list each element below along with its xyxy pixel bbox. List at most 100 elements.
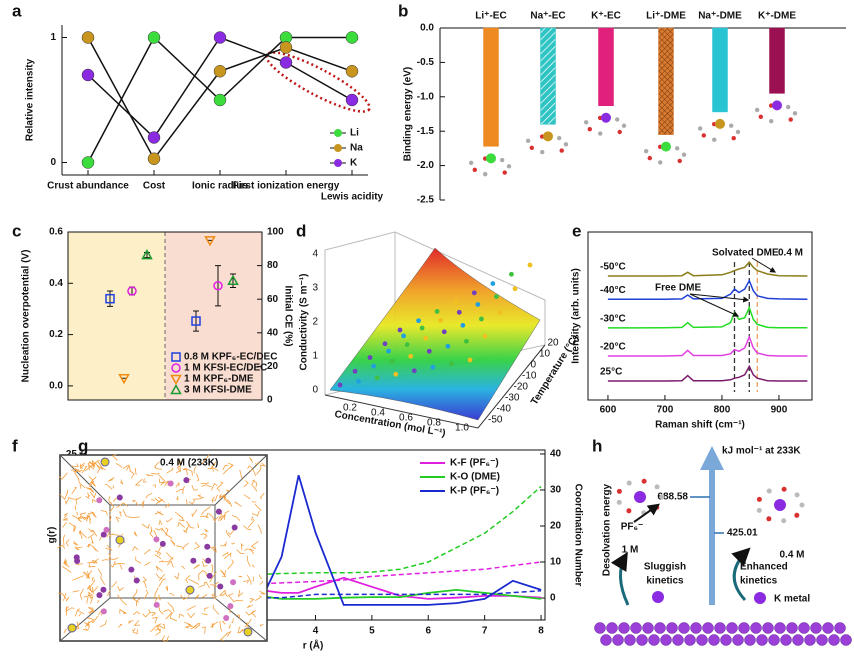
k-ion xyxy=(116,494,123,501)
atom xyxy=(674,146,680,151)
x-axis-label: r (Å) xyxy=(303,639,324,652)
bar xyxy=(769,27,785,94)
y2-axis-label: Coordination Number xyxy=(572,484,583,587)
atom xyxy=(756,496,762,502)
sample xyxy=(441,329,447,335)
metal-atom xyxy=(798,622,810,634)
atom xyxy=(626,480,632,486)
y2-tick-label: 80 xyxy=(267,260,279,271)
bar xyxy=(658,27,674,135)
x-tick-label: 8 xyxy=(538,626,544,637)
metal-atom xyxy=(606,622,618,634)
atom xyxy=(529,145,534,151)
k-ion xyxy=(230,579,237,586)
sample xyxy=(471,290,477,296)
k-ion xyxy=(183,477,190,484)
sample xyxy=(494,294,499,300)
x-tick-label: 7 xyxy=(482,626,488,637)
k-ion xyxy=(153,536,160,543)
metal-atom xyxy=(750,622,762,634)
y-tick-label: -30 xyxy=(505,393,520,404)
y-tick-label: 0.0 xyxy=(49,381,63,392)
k-ion xyxy=(100,531,107,538)
x-tick-label: 0.8 xyxy=(427,418,441,429)
atom xyxy=(794,512,800,518)
point xyxy=(204,236,216,247)
metal-atom xyxy=(702,622,714,634)
ion xyxy=(754,592,766,604)
atom xyxy=(701,133,706,138)
panel-label: b xyxy=(398,1,408,20)
y-tick-label: -2.5 xyxy=(417,195,435,206)
anion xyxy=(100,457,110,467)
sample xyxy=(456,309,462,315)
legend-marker xyxy=(334,129,342,137)
sample xyxy=(386,348,391,354)
sample xyxy=(475,302,481,307)
error-bar xyxy=(107,290,113,307)
k-ion xyxy=(231,524,238,531)
sample xyxy=(434,309,440,314)
x-tick-label: 1.0 xyxy=(455,423,469,434)
sample xyxy=(401,333,406,339)
legend-label: Na xyxy=(350,143,363,154)
series-label: -20°C xyxy=(600,342,626,353)
z-tick-label: 0 xyxy=(312,385,318,396)
bar xyxy=(483,27,499,147)
y2-tick-label: 100 xyxy=(267,227,284,238)
atom xyxy=(472,167,477,173)
atom xyxy=(766,516,772,522)
sample xyxy=(460,322,466,328)
sample xyxy=(419,325,425,331)
value: 425.01 xyxy=(727,528,758,539)
atom xyxy=(735,129,741,135)
sample xyxy=(509,271,514,277)
anion xyxy=(185,585,195,595)
atom xyxy=(559,148,564,153)
annotation: 0.4 M (233K) xyxy=(160,458,218,469)
atom xyxy=(621,123,627,128)
pointer xyxy=(633,503,660,523)
metal-atom xyxy=(786,622,798,634)
legend-marker xyxy=(171,363,181,373)
point xyxy=(147,152,161,165)
sample xyxy=(482,333,488,339)
x-tick-label: 700 xyxy=(657,405,674,416)
y-tick-label: -10 xyxy=(522,371,537,382)
k-ion xyxy=(133,577,140,584)
ion xyxy=(486,153,496,164)
metal-atom xyxy=(840,634,852,646)
value: 688.58 xyxy=(657,492,688,503)
bar xyxy=(540,27,556,125)
y-tick-label: 1 xyxy=(50,32,56,43)
metal-atom xyxy=(774,622,786,634)
bg-left xyxy=(68,232,165,400)
atom xyxy=(617,129,622,135)
sample xyxy=(416,318,421,324)
anion xyxy=(67,623,77,633)
metal-atom xyxy=(660,634,672,646)
panel-label: d xyxy=(296,221,306,240)
x-tick-label: 800 xyxy=(714,405,731,416)
ion xyxy=(652,591,664,603)
anion xyxy=(115,535,125,545)
metal-atom xyxy=(690,622,702,634)
sample xyxy=(337,382,343,388)
atom xyxy=(483,171,488,177)
metal-atom xyxy=(696,634,708,646)
atom xyxy=(712,137,717,142)
category-label: Na⁺-EC xyxy=(530,11,565,22)
metal-atom xyxy=(780,634,792,646)
annotation: Solvated DME xyxy=(712,248,779,259)
atom xyxy=(525,138,531,144)
panel-label: a xyxy=(12,1,22,20)
legend-marker xyxy=(170,383,182,395)
point xyxy=(147,31,161,44)
label: K metal xyxy=(774,594,810,605)
category-label: Na⁺-DME xyxy=(698,11,742,22)
k-ion xyxy=(153,601,160,608)
metal-atom xyxy=(828,634,840,646)
cn-line xyxy=(89,561,542,599)
k-ion xyxy=(96,497,103,504)
label: Sluggish xyxy=(644,562,686,573)
